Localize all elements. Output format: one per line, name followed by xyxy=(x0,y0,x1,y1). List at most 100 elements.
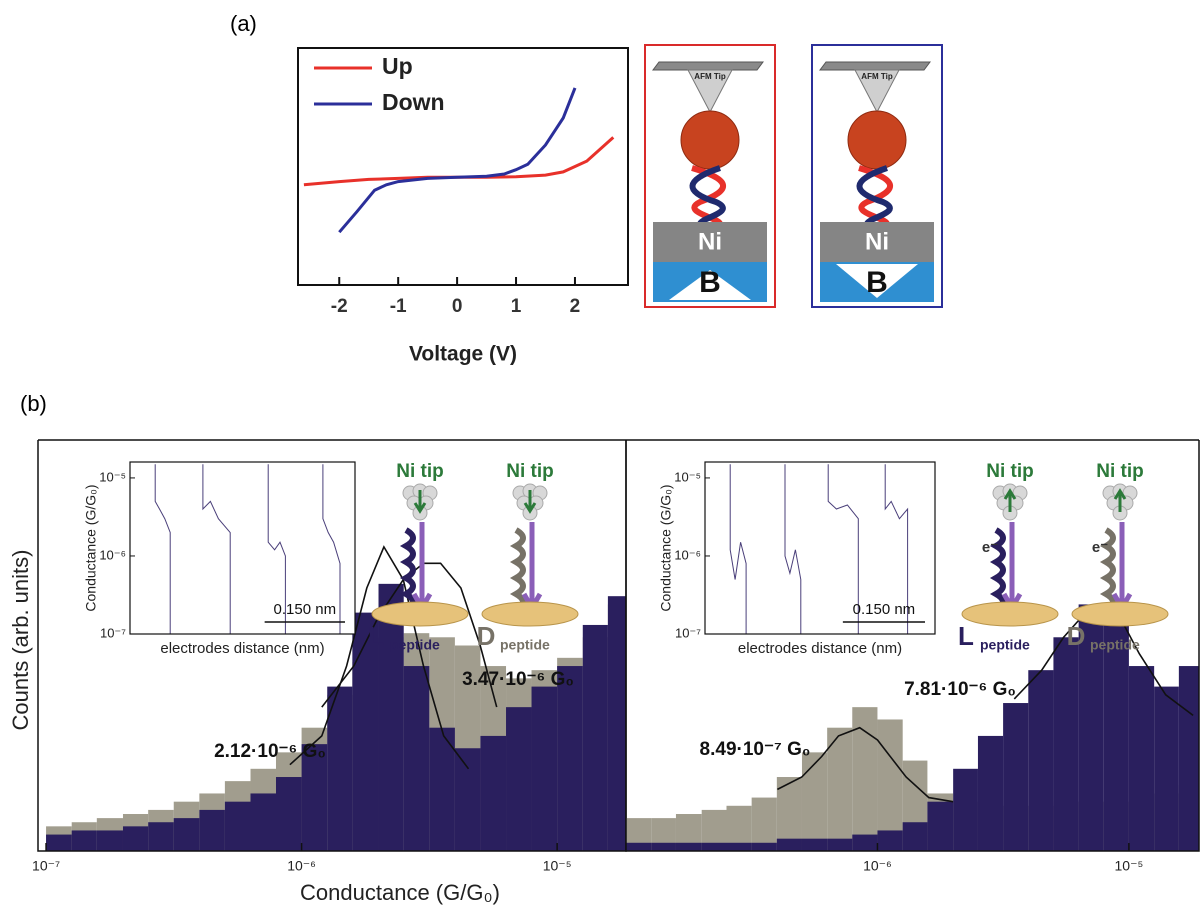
electron-arrow xyxy=(521,522,543,614)
fit-curve xyxy=(777,726,954,803)
histogram-bar xyxy=(480,735,507,851)
histogram-bar xyxy=(827,838,853,851)
axes-frame xyxy=(704,461,936,635)
enantiomer-label: L xyxy=(958,621,974,651)
data-line xyxy=(322,464,341,634)
x-tick-label: -2 xyxy=(331,296,348,317)
histogram-bar xyxy=(827,727,853,851)
x-tick-label: -1 xyxy=(390,296,407,317)
enantiomer-sublabel: peptide xyxy=(500,637,550,653)
histogram-bar xyxy=(71,830,97,851)
histogram-bar xyxy=(877,830,903,851)
y-tick-label: 10⁻⁵ xyxy=(99,469,126,484)
data-line xyxy=(729,464,747,634)
y-tick-label: 10⁻⁵ xyxy=(674,469,701,484)
panel-label: (b) xyxy=(20,391,47,416)
dna-strand xyxy=(689,165,726,226)
histogram-bar xyxy=(1028,670,1054,851)
gold-particle xyxy=(847,110,907,170)
spin-arrow xyxy=(1003,488,1017,512)
enantiomer-sublabel: peptide xyxy=(390,637,440,653)
helix xyxy=(399,527,416,613)
enantiomer-sublabel: peptide xyxy=(1090,637,1140,653)
histogram-bar xyxy=(953,768,978,851)
x-tick-label: 10⁻⁷ xyxy=(32,858,60,874)
histogram-bar xyxy=(148,822,174,851)
data-line xyxy=(784,464,802,634)
histogram-bar xyxy=(96,830,123,851)
histogram-bar xyxy=(224,801,251,851)
x-tick-label: 2 xyxy=(570,296,581,317)
histogram-bar xyxy=(877,719,903,851)
histogram-bar xyxy=(1178,666,1199,851)
y-axis-label: Conductance (G/G₀) xyxy=(658,484,674,611)
histogram-bars xyxy=(626,604,1199,851)
scale-bar-label: 0.150 nm xyxy=(274,601,337,618)
electron-label: e⁻ xyxy=(1092,539,1108,556)
histogram-bar xyxy=(726,842,752,851)
y-axis-label: Conductance (G/G₀) xyxy=(83,484,99,611)
histogram-bar xyxy=(454,748,481,851)
gold-particle xyxy=(680,110,740,170)
x-axis-label: Voltage (V) xyxy=(409,343,517,366)
histogram-bar xyxy=(1003,703,1029,851)
histogram-bar xyxy=(801,752,828,851)
gold-surface xyxy=(961,601,1059,627)
histogram-bar xyxy=(651,842,676,851)
data-line xyxy=(154,464,171,634)
data-line xyxy=(202,464,231,634)
scale-bar-label: 0.150 nm xyxy=(853,601,916,618)
y-tick-label: 10⁻⁶ xyxy=(99,547,126,562)
field-arrow xyxy=(669,270,751,300)
inset-background xyxy=(130,462,355,634)
histogram-bar xyxy=(1103,624,1129,851)
helix xyxy=(1099,527,1116,613)
histogram-bar xyxy=(852,834,878,851)
axes-frame xyxy=(297,47,629,286)
axes-frame xyxy=(129,461,356,635)
legend-label: Down xyxy=(382,89,445,115)
electron-label: e⁻ xyxy=(982,539,998,556)
enantiomer-label: D xyxy=(477,621,496,651)
histogram-bar xyxy=(977,735,1004,851)
data-line xyxy=(267,464,286,634)
histogram-bar xyxy=(751,842,777,851)
histogram-bar xyxy=(582,624,608,851)
gold-surface xyxy=(481,601,579,627)
histogram-bar xyxy=(675,842,702,851)
histogram-bar xyxy=(1128,666,1155,851)
histogram-bar xyxy=(1154,686,1179,851)
electron-label: e⁻ xyxy=(432,539,448,556)
ni-layer xyxy=(820,222,934,262)
histogram-bar xyxy=(403,666,430,851)
electron-arrow xyxy=(411,522,433,614)
histogram-bar xyxy=(557,666,583,851)
spin-arrow xyxy=(1113,488,1127,512)
histogram-bar xyxy=(626,842,652,851)
histogram-bar xyxy=(46,834,72,851)
histogram-bar xyxy=(275,777,302,851)
histogram-bars xyxy=(46,583,626,851)
spin-arrow xyxy=(413,490,427,514)
electron-arrow xyxy=(1111,522,1133,614)
ni-layer xyxy=(653,222,767,262)
electron-arrow xyxy=(1001,522,1023,614)
histogram-bar xyxy=(751,797,777,851)
histogram-bar xyxy=(173,818,200,851)
dna-strand xyxy=(856,165,893,226)
histogram-bar xyxy=(250,793,276,851)
enantiomer-label: L xyxy=(368,621,384,651)
panel-label: (a) xyxy=(230,11,257,36)
tip-label: Ni tip xyxy=(986,461,1034,482)
afm-tip-label: AFM Tip xyxy=(861,72,893,81)
fit-label: 3.47·10⁻⁶ G₀ xyxy=(462,669,574,690)
afm-tip xyxy=(687,69,733,114)
x-axis-label: electrodes distance (nm) xyxy=(738,640,902,657)
histogram-bar xyxy=(927,801,954,851)
histogram-bar xyxy=(607,596,626,851)
gold-surface xyxy=(371,601,469,627)
histogram-bar xyxy=(327,686,353,851)
afm-cantilever xyxy=(652,61,764,71)
data-line xyxy=(338,87,577,234)
